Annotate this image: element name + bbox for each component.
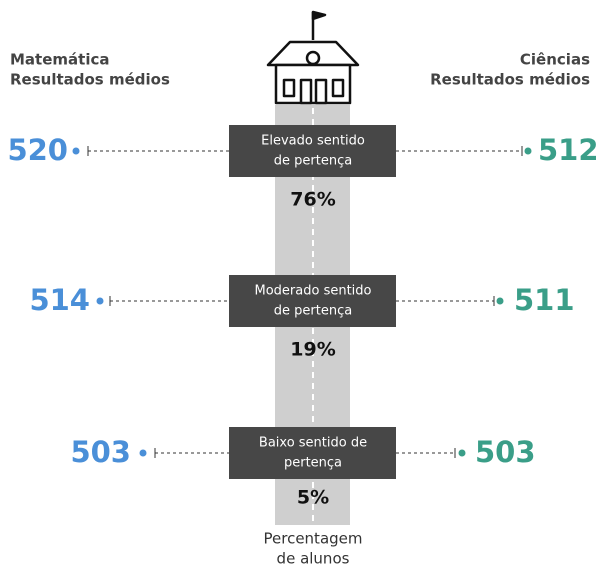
share: 76% xyxy=(290,189,335,211)
share: 19% xyxy=(290,339,335,361)
left-header-caption: Resultados médios xyxy=(10,71,170,89)
science-dot xyxy=(524,147,532,155)
math-score: 503 xyxy=(70,435,131,469)
label-line: Elevado sentido xyxy=(261,134,365,149)
math-score: 514 xyxy=(29,283,90,317)
math-dot xyxy=(72,147,80,155)
school-icon xyxy=(266,10,360,105)
label-line: Baixo sentido de xyxy=(259,436,367,451)
math-score: 520 xyxy=(7,133,68,167)
math-dot xyxy=(96,297,104,305)
footer-line: Percentagem xyxy=(264,530,363,548)
science-dot xyxy=(496,297,504,305)
footer-line: de alunos xyxy=(277,550,350,568)
right-header-caption: Resultados médios xyxy=(430,71,590,89)
label-line: pertença xyxy=(284,456,342,471)
share: 5% xyxy=(297,487,329,509)
label-line: de pertença xyxy=(274,304,352,319)
math-dot xyxy=(139,449,147,457)
right-header-subject: Ciências xyxy=(520,51,590,69)
label-box xyxy=(229,427,396,479)
label-line: de pertença xyxy=(274,154,352,169)
label-box xyxy=(229,125,396,177)
label-box xyxy=(229,275,396,327)
science-dot xyxy=(458,449,466,457)
science-score: 503 xyxy=(475,435,536,469)
label-line: Moderado sentido xyxy=(255,284,372,299)
left-header-subject: Matemática xyxy=(10,51,109,69)
science-score: 511 xyxy=(514,283,575,317)
science-score: 512 xyxy=(538,133,596,167)
